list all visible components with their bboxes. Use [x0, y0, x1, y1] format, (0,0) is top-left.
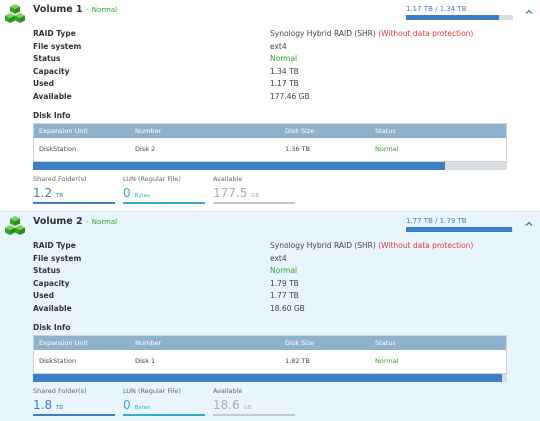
col-disk-size[interactable]: Disk Size	[285, 339, 315, 347]
col-expansion-unit[interactable]: Expansion Unit	[39, 127, 88, 135]
usage-bar-fill	[406, 227, 512, 232]
usage-text: 1.77 TB / 1.79 TB	[406, 217, 467, 225]
title-separator: -	[85, 6, 89, 14]
prop-capacity: Capacity 1.79 TB	[33, 278, 299, 288]
prop-raid-type: RAID Type Synology Hybrid RAID (SHR) (Wit…	[33, 29, 474, 38]
usage-bar-fill	[406, 15, 500, 20]
col-status[interactable]: Status	[375, 127, 396, 135]
prop-used: Used 1.17 TB	[33, 79, 299, 89]
volume-title: Volume 1 - Normal	[33, 4, 117, 15]
disk-info-label: Disk Info	[33, 323, 71, 332]
volume-cubes-icon	[5, 4, 25, 23]
stat-shared-folders: Shared Folder(s) 1.2 TB	[33, 175, 115, 204]
prop-status: Status Normal	[33, 266, 298, 276]
usage-text: 1.17 TB / 1.34 TB	[406, 5, 467, 13]
usage-bar	[406, 227, 513, 232]
prop-file-system: File system ext4	[33, 253, 287, 263]
disk-info-table: Expansion Unit Number Disk Size Status D…	[33, 335, 507, 374]
disk-info-table: Expansion Unit Number Disk Size Status D…	[33, 123, 507, 162]
col-disk-size[interactable]: Disk Size	[285, 127, 315, 135]
volume-cubes-icon	[5, 216, 25, 235]
collapse-chevron-icon[interactable]	[524, 219, 534, 229]
stat-lun: LUN (Regular File) 0 Bytes	[123, 175, 205, 204]
table-row[interactable]: DiskStation Disk 1 1.82 TB Normal	[39, 357, 399, 365]
volume-name: Volume 1	[33, 4, 83, 15]
storage-usage-fill	[33, 162, 446, 170]
prop-status: Status Normal	[33, 54, 298, 64]
table-row[interactable]: DiskStation Disk 2 1.36 TB Normal	[39, 145, 399, 153]
storage-usage-fill	[33, 374, 503, 382]
prop-available: Available 18.60 GB	[33, 303, 305, 313]
storage-usage-bar	[33, 374, 507, 382]
table-header: Expansion Unit Number Disk Size Status	[34, 336, 506, 350]
disk-info-label: Disk Info	[33, 111, 71, 120]
prop-file-system: File system ext4	[33, 41, 287, 51]
prop-capacity: Capacity 1.34 TB	[33, 66, 299, 76]
usage-bar	[406, 15, 513, 20]
volume-panel-2[interactable]: Volume 2 - Normal 1.77 TB / 1.79 TB RAID…	[0, 211, 540, 421]
stat-lun: LUN (Regular File) 0 Bytes	[123, 387, 205, 416]
title-separator: -	[85, 218, 89, 226]
prop-available: Available 177.46 GB	[33, 91, 310, 101]
table-header: Expansion Unit Number Disk Size Status	[34, 124, 506, 138]
col-number[interactable]: Number	[135, 127, 162, 135]
stat-available: Available 177.5 GB	[213, 175, 295, 204]
stat-shared-folders: Shared Folder(s) 1.8 TB	[33, 387, 115, 416]
volume-status: Normal	[91, 6, 118, 14]
prop-raid-type: RAID Type Synology Hybrid RAID (SHR) (Wit…	[33, 241, 474, 250]
col-number[interactable]: Number	[135, 339, 162, 347]
col-status[interactable]: Status	[375, 339, 396, 347]
prop-used: Used 1.77 TB	[33, 291, 299, 301]
collapse-chevron-icon[interactable]	[524, 7, 534, 17]
volume-properties: RAID Type Synology Hybrid RAID (SHR) (Wit…	[33, 240, 473, 316]
stat-available: Available 18.6 GB	[213, 387, 295, 416]
volume-properties: RAID Type Synology Hybrid RAID (SHR) (Wit…	[33, 28, 473, 104]
col-expansion-unit[interactable]: Expansion Unit	[39, 339, 88, 347]
storage-usage-bar	[33, 162, 507, 170]
volume-status: Normal	[91, 218, 118, 226]
volume-name: Volume 2	[33, 216, 83, 227]
volume-title: Volume 2 - Normal	[33, 216, 117, 227]
volume-panel-1[interactable]: Volume 1 - Normal 1.17 TB / 1.34 TB RAID…	[0, 0, 540, 210]
